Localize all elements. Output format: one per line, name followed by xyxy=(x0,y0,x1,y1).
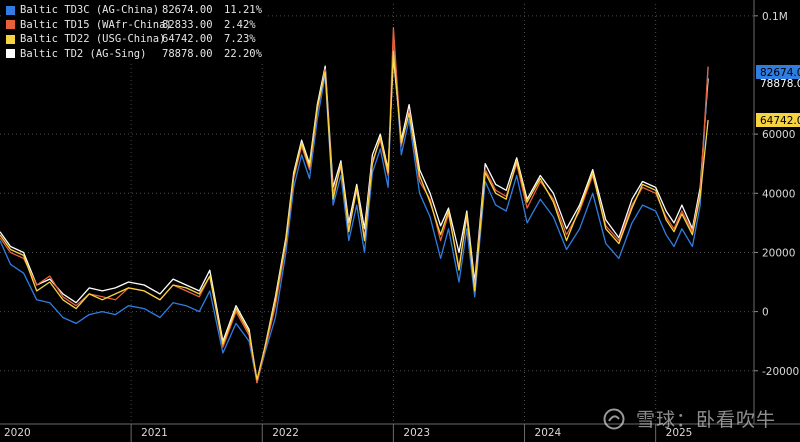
legend-pct: 22.20% xyxy=(224,47,262,60)
legend-swatch xyxy=(6,20,15,30)
chart-legend: Baltic TD3C (AG-China) 82674.00 11.21% Balt… xyxy=(2,2,266,63)
y-tick-label: 0 xyxy=(762,307,769,319)
legend-item: Baltic TD15 (WAfr-China) 82833.00 2.42% xyxy=(6,18,262,33)
legend-swatch xyxy=(6,5,15,15)
x-tick-label: 2020 xyxy=(4,427,31,439)
value-tag-bg xyxy=(756,113,800,127)
legend-value: 78878.00 xyxy=(162,47,213,60)
x-tick-label: 2025 xyxy=(666,427,693,439)
legend-pct: 2.42% xyxy=(224,18,256,31)
y-tick-label: 40000 xyxy=(762,188,795,200)
legend-swatch xyxy=(6,49,15,59)
legend-name: Baltic TD15 (WAfr-China) xyxy=(20,18,172,31)
legend-value: 82674.00 xyxy=(162,4,213,16)
series-line xyxy=(0,38,709,384)
y-tick-label: 20000 xyxy=(762,247,795,259)
value-tag-label: 82674.0 xyxy=(760,67,800,79)
y-axis: 0.1M 60000 40000 20000 0 -20000 xyxy=(0,0,800,425)
y-tick-label: 60000 xyxy=(762,129,795,141)
x-tick-label: 2024 xyxy=(535,427,562,439)
value-tag-label: 64742.0 xyxy=(760,115,800,127)
legend-name: Baltic TD22 (USG-China) xyxy=(20,33,166,45)
value-tag-label: 78878.0 xyxy=(760,78,800,90)
x-tick-label: 2021 xyxy=(141,427,168,439)
legend-value: 82833.00 xyxy=(162,18,213,31)
x-axis: 2020 2021 2022 2023 2024 2025 xyxy=(4,424,692,442)
legend-pct: 11.21% xyxy=(224,4,262,16)
legend-swatch xyxy=(6,34,15,44)
gridlines xyxy=(0,4,754,424)
series-line xyxy=(0,56,709,384)
y-tick-label: 0.1M xyxy=(762,11,788,23)
legend-name: Baltic TD3C (AG-China) xyxy=(20,4,160,16)
series-line xyxy=(0,50,709,381)
watermark-text: 雪球：卧看吹牛 xyxy=(635,409,776,431)
x-tick-label: 2023 xyxy=(403,427,430,439)
legend-name: Baltic TD2 (AG-Sing) xyxy=(20,47,147,60)
y-tick-label: -20000 xyxy=(762,366,799,378)
x-tick-label: 2022 xyxy=(272,427,299,439)
legend-pct: 7.23% xyxy=(224,33,256,45)
watermark: 雪球：卧看吹牛 xyxy=(603,405,776,432)
legend-value: 64742.00 xyxy=(162,33,213,45)
value-tag-bg xyxy=(756,65,800,79)
legend-item: Baltic TD3C (AG-China) 82674.00 11.21% xyxy=(6,3,262,18)
legend-item: Baltic TD22 (USG-China) 64742.00 7.23% xyxy=(6,32,262,47)
series-lines xyxy=(0,27,709,384)
snowball-logo-icon xyxy=(603,408,625,430)
legend-item: Baltic TD2 (AG-Sing) 78878.00 22.20% xyxy=(6,47,262,62)
